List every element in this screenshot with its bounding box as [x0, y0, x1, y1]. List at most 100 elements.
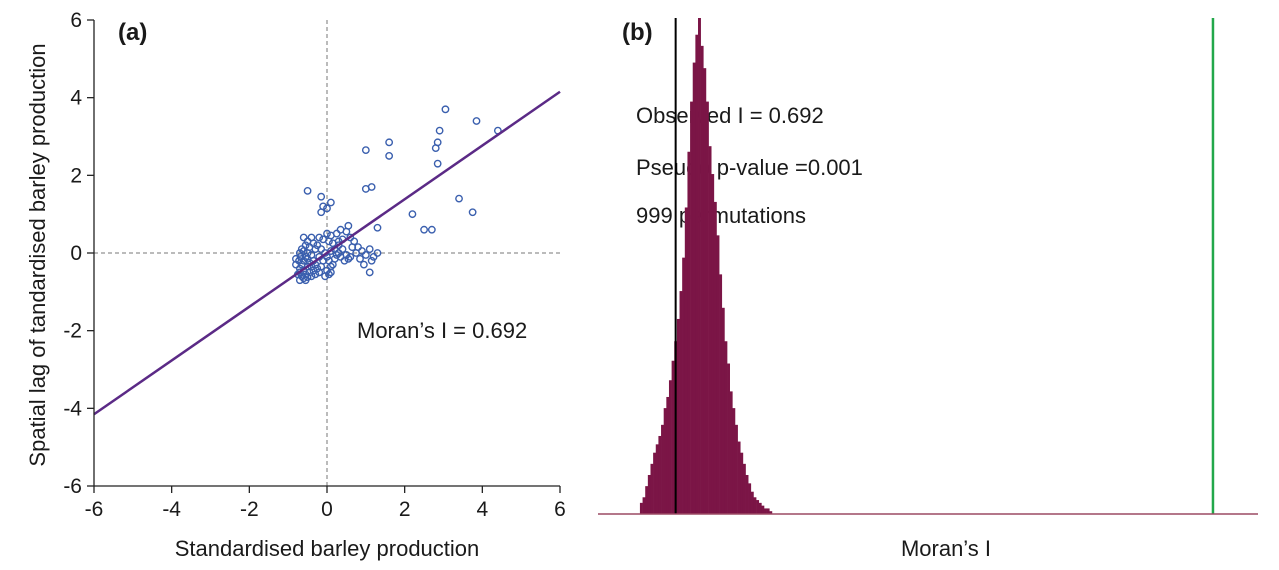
data-point	[408, 210, 417, 219]
histogram-bar	[679, 291, 683, 514]
histogram-bar	[748, 483, 752, 514]
histogram-bar	[661, 424, 664, 514]
histogram-bar	[719, 274, 723, 514]
data-point	[334, 249, 343, 257]
data-point	[342, 251, 351, 259]
histogram-bar	[653, 452, 657, 514]
panel-a-points	[292, 105, 502, 285]
data-point	[321, 272, 329, 281]
panel-b-label: (b)	[622, 19, 653, 46]
histogram-bar	[647, 474, 651, 514]
data-point	[365, 245, 374, 254]
data-point	[315, 233, 324, 242]
data-point	[373, 249, 382, 257]
panel-a-label: (a)	[118, 19, 147, 46]
morans-i-annotation: Moran’s I = 0.692	[357, 318, 527, 343]
data-point	[317, 192, 326, 201]
histogram-bar	[729, 391, 733, 514]
data-point	[303, 273, 312, 281]
histogram-bar	[724, 341, 728, 514]
histogram-bar	[658, 435, 662, 514]
histogram-bar	[753, 497, 757, 514]
data-point	[344, 221, 353, 230]
data-point	[373, 223, 382, 232]
data-point	[313, 241, 322, 250]
data-point	[435, 126, 444, 135]
x-tick-label: 0	[321, 498, 333, 521]
data-point	[303, 262, 312, 271]
data-point	[317, 245, 326, 254]
data-point	[301, 241, 310, 250]
data-point	[352, 249, 361, 257]
y-tick-label: 6	[70, 9, 82, 32]
histogram-bar	[687, 151, 691, 514]
panel-a: (a) -6 -4 -2 0 2 4 6 6 4 2 0 -2 -4 -6 Standardised b…	[25, 9, 566, 561]
y-tick-label: -2	[63, 320, 82, 343]
histogram-bar	[737, 441, 741, 514]
data-point	[307, 233, 316, 242]
data-point	[427, 225, 436, 234]
x-tick-label: -6	[85, 498, 104, 521]
histogram-bar	[663, 408, 667, 514]
data-point	[295, 249, 304, 257]
histogram-bar	[682, 257, 686, 514]
x-tick-label: 6	[554, 498, 566, 521]
data-point	[325, 270, 333, 279]
histogram-bar	[690, 101, 694, 514]
x-tick-label: -2	[240, 498, 259, 521]
histogram-bar	[732, 408, 736, 514]
data-point	[323, 204, 331, 213]
data-point	[303, 186, 312, 195]
data-point	[299, 274, 308, 283]
p-value-annotation: Pseudo p-value =0.001	[636, 155, 863, 180]
panel-b: (b) Observed I = 0.692 Pseudo p-value =0…	[598, 18, 1258, 561]
y-tick-label: 0	[70, 242, 82, 265]
data-point	[332, 229, 341, 238]
data-point	[297, 245, 306, 254]
histogram-bar	[750, 491, 754, 514]
data-point	[433, 138, 442, 147]
data-point	[326, 268, 335, 277]
data-point	[472, 117, 481, 125]
panel-a-x-ticks: -6 -4 -2 0 2 4 6	[85, 486, 566, 521]
panel-b-x-axis-title: Moran’s I	[901, 536, 991, 561]
histogram-bar	[766, 508, 770, 514]
permutations-annotation: 999 permutations	[636, 203, 806, 228]
histogram-bar	[700, 45, 704, 514]
data-point	[319, 235, 328, 244]
data-point	[338, 245, 347, 254]
data-point	[313, 264, 322, 273]
data-point	[455, 194, 463, 203]
histogram-bar	[716, 235, 720, 514]
data-point	[441, 105, 450, 114]
histogram-bar	[713, 201, 717, 515]
histogram-bar	[671, 360, 675, 514]
y-tick-label: 2	[70, 164, 82, 187]
data-point	[346, 233, 355, 242]
histogram-bar	[684, 207, 688, 514]
histogram-bar	[695, 34, 699, 514]
data-point	[359, 260, 368, 269]
histogram-bar	[742, 463, 746, 514]
histogram-bar	[639, 502, 643, 514]
panel-a-y-axis-title: Spatial lag of tandardised barley produc…	[25, 43, 50, 466]
data-point	[433, 159, 442, 168]
data-point	[323, 229, 331, 238]
data-point	[348, 243, 357, 252]
panel-a-x-axis-title: Standardised barley production	[175, 536, 480, 561]
data-point	[361, 251, 370, 259]
histogram-bar	[705, 101, 709, 514]
data-point	[299, 256, 308, 265]
histogram-bar	[761, 505, 765, 514]
histogram-bar	[740, 452, 744, 514]
histogram-bar	[703, 68, 707, 515]
panel-a-y-ticks: 6 4 2 0 -2 -4 -6	[63, 9, 94, 498]
histogram-bar	[756, 500, 760, 514]
data-point	[420, 225, 428, 234]
data-point	[356, 254, 364, 263]
x-tick-label: 4	[476, 498, 488, 521]
data-point	[468, 208, 477, 217]
y-tick-label: -6	[63, 475, 82, 498]
data-point	[385, 138, 394, 147]
histogram-bar	[650, 463, 654, 514]
